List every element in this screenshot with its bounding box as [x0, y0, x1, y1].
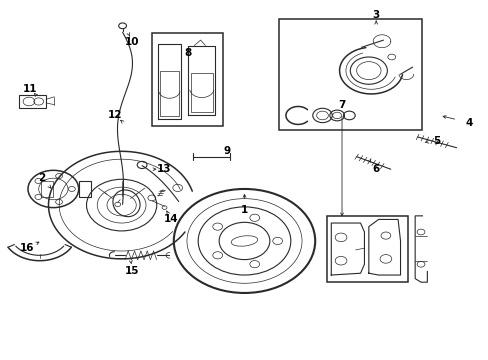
Text: 13: 13 [157, 164, 171, 174]
Text: 5: 5 [432, 136, 440, 145]
Text: 12: 12 [108, 111, 122, 121]
Text: 1: 1 [241, 206, 247, 216]
Text: 15: 15 [125, 266, 139, 276]
Text: 6: 6 [372, 164, 379, 174]
Text: 7: 7 [338, 100, 345, 110]
Text: 8: 8 [184, 48, 192, 58]
Text: 11: 11 [22, 84, 37, 94]
Bar [152, 33, 222, 126]
Text: 3: 3 [372, 10, 379, 20]
Bar [160, 71, 178, 116]
Text: 10: 10 [125, 37, 139, 47]
Text: 2: 2 [39, 173, 46, 183]
Bar [41, 181, 53, 197]
Bar [278, 19, 422, 130]
Bar [19, 95, 46, 108]
Bar [79, 181, 91, 197]
Text: 14: 14 [163, 215, 178, 224]
Text: 4: 4 [464, 118, 471, 128]
Bar [190, 73, 212, 112]
Text: 16: 16 [20, 243, 35, 253]
Bar [327, 216, 407, 282]
Text: 9: 9 [224, 146, 230, 156]
